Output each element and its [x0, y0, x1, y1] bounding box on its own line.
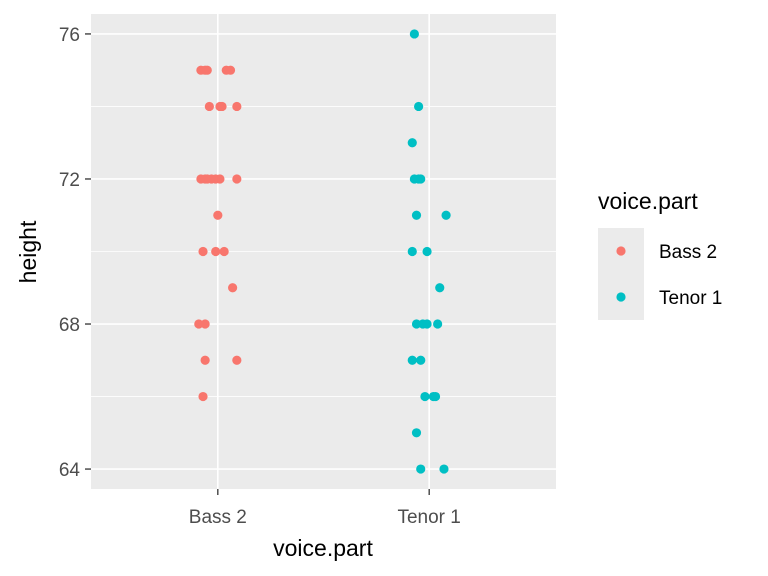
data-point: [232, 174, 242, 184]
x-tick-label: Tenor 1: [397, 507, 460, 528]
data-point: [225, 65, 236, 75]
data-point: [411, 428, 422, 438]
data-point: [194, 319, 204, 329]
data-point: [433, 319, 443, 329]
data-point: [411, 319, 422, 329]
data-point: [211, 246, 221, 257]
legend-entries: Bass 2 Tenor 1: [598, 228, 722, 320]
legend-title: voice.part: [598, 188, 698, 214]
data-point: [200, 355, 210, 365]
y-tick-label: 68: [59, 315, 80, 336]
data-point: [232, 101, 242, 112]
data-point: [435, 283, 445, 293]
data-point: [200, 319, 210, 329]
data-point: [416, 174, 426, 184]
data-point: [202, 65, 212, 75]
data-point: [422, 319, 432, 329]
data-point: [422, 246, 432, 257]
data-point: [198, 246, 208, 257]
x-axis-title: voice.part: [273, 535, 373, 561]
data-point: [407, 355, 417, 365]
data-point: [439, 464, 449, 474]
legend-key-point: [616, 292, 626, 302]
data-point: [416, 464, 426, 474]
data-point: [407, 246, 417, 257]
data-point: [409, 29, 419, 39]
data-point: [217, 101, 227, 112]
minor-gridlines: [91, 106, 556, 397]
data-points: [194, 29, 451, 474]
data-point: [232, 355, 242, 365]
y-axis: 64 68 72 76: [59, 25, 91, 481]
data-point: [215, 174, 225, 184]
data-point: [198, 391, 208, 402]
data-point: [416, 355, 426, 365]
data-point: [219, 246, 229, 257]
data-point: [414, 101, 424, 112]
y-axis-title: height: [15, 220, 41, 283]
legend-key-point: [616, 246, 626, 256]
data-point: [204, 101, 214, 112]
data-point: [441, 210, 451, 220]
y-tick-label: 72: [59, 170, 80, 191]
data-point: [420, 391, 430, 402]
legend-label: Tenor 1: [659, 288, 722, 309]
data-point: [411, 210, 422, 220]
legend: voice.part Bass 2 Tenor 1: [598, 188, 722, 320]
data-point: [213, 210, 223, 220]
data-point: [430, 391, 441, 402]
y-tick-label: 76: [59, 25, 80, 46]
data-point: [407, 138, 417, 148]
data-point: [228, 283, 238, 293]
x-tick-label: Bass 2: [189, 507, 247, 528]
x-axis: Bass 2 Tenor 1: [189, 489, 461, 528]
y-tick-label: 64: [59, 460, 81, 481]
legend-label: Bass 2: [659, 242, 717, 263]
